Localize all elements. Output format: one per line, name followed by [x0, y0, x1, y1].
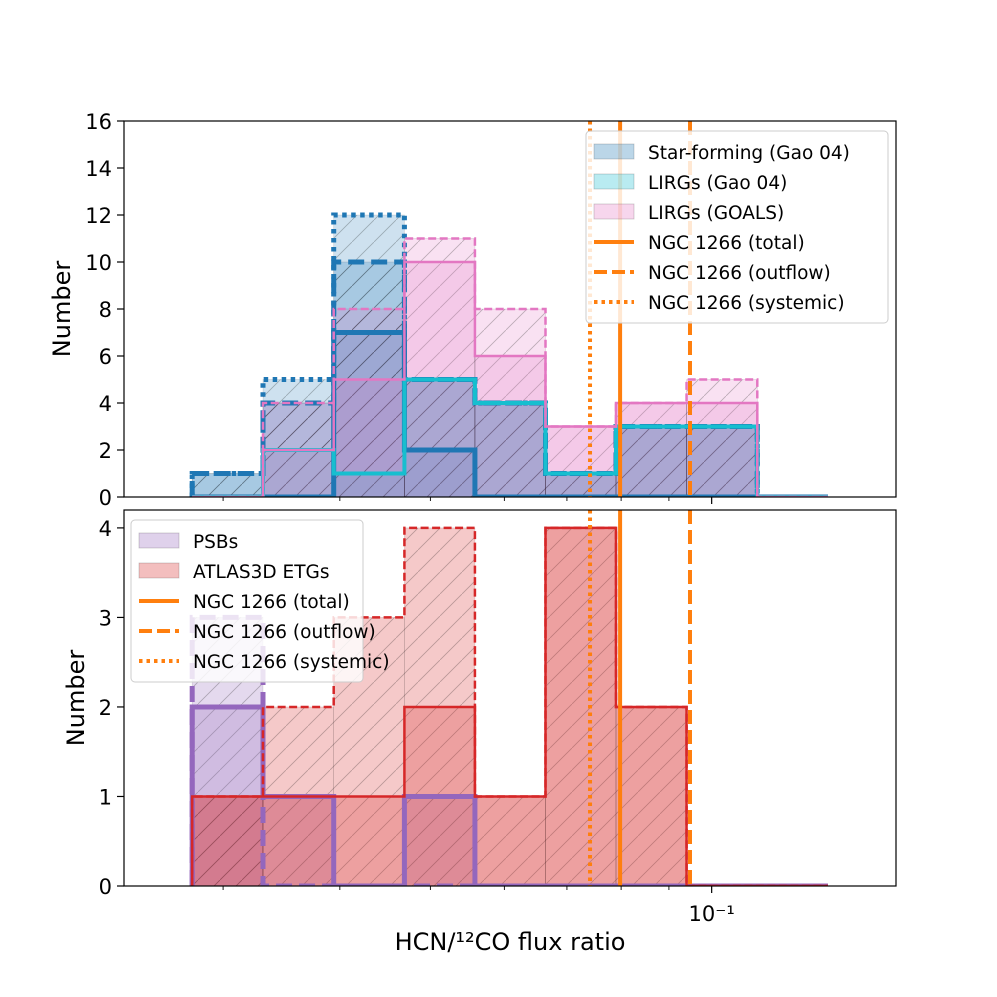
legend-entry: NGC 1266 (systemic) [594, 293, 845, 314]
hist-bar-hatch [545, 426, 617, 497]
legend-entry: NGC 1266 (outflow) [139, 622, 376, 643]
legend-entry: PSBs [138, 532, 238, 553]
bottom-legend: PSBs ATLAS3D ETGs NGC 1266 (total) NGC 1266… [130, 519, 390, 683]
top-step-outline-4 [192, 237, 828, 497]
top-step-outline-2 [192, 330, 828, 497]
y-tick-label: 14 [85, 157, 112, 181]
bottom-y-axis-label: Number [62, 650, 90, 747]
legend-swatch [593, 203, 635, 220]
bot-series-2 [191, 527, 687, 886]
y-tick-label: 0 [99, 486, 112, 510]
bottom-panel: 0 1 2 3 4 10⁻¹ Number HCN/¹²CO flux ratio PS… [62, 509, 897, 956]
hist-bar [545, 527, 617, 886]
legend-entry: NGC 1266 (outflow) [594, 263, 831, 284]
bottom-axes-frame [123, 509, 897, 887]
x-tick-label: 10⁻¹ [689, 902, 735, 926]
hist-bar-hatch [404, 238, 475, 497]
legend-swatch [593, 143, 635, 160]
top-series-5 [262, 261, 758, 497]
y-tick-label: 12 [85, 204, 112, 228]
hist-bar [615, 402, 687, 497]
y-tick-label: 2 [99, 696, 112, 720]
y-tick-label: 4 [99, 392, 112, 416]
y-tick-label: 3 [99, 606, 112, 630]
y-tick-label: 0 [99, 875, 112, 899]
hist-bar [686, 402, 758, 497]
x-axis-label: HCN/¹²CO flux ratio [395, 928, 626, 956]
legend-swatch [138, 532, 180, 549]
hist-bar [333, 796, 405, 886]
legend-entry: NGC 1266 (systemic) [139, 652, 390, 673]
y-tick-label: 10 [85, 251, 112, 275]
legend-label: PSBs [193, 532, 238, 553]
legend-swatch [138, 562, 180, 579]
legend-label: NGC 1266 (outflow) [648, 263, 831, 284]
legend-label: LIRGs (GOALS) [648, 203, 784, 224]
hist-bar-hatch [333, 309, 405, 497]
hist-bar [333, 379, 405, 497]
legend-label: NGC 1266 (total) [648, 233, 805, 254]
legend-entry: NGC 1266 (total) [594, 233, 805, 254]
y-tick-label: 16 [85, 110, 112, 134]
legend-label: LIRGs (Gao 04) [648, 173, 787, 194]
legend-label: Star-forming (Gao 04) [648, 143, 850, 164]
legend-label: NGC 1266 (systemic) [648, 293, 845, 314]
legend-box [585, 130, 889, 324]
bot-step-outline-2 [190, 526, 828, 886]
top-y-axis-label: Number [48, 261, 76, 358]
legend-label: ATLAS3D ETGs [193, 562, 330, 583]
y-tick-label: 2 [99, 439, 112, 463]
hist-bar [262, 449, 335, 497]
legend-label: NGC 1266 (total) [193, 592, 350, 613]
hist-bar [262, 796, 335, 886]
hist-bar [474, 355, 546, 497]
legend-swatch [593, 173, 635, 190]
legend-entry: LIRGs (Gao 04) [593, 173, 787, 194]
legend-label: NGC 1266 (outflow) [193, 622, 376, 643]
hist-bar-hatch [686, 379, 758, 497]
top-legend: Star-forming (Gao 04) LIRGs (Gao 04) LIRGs… [585, 130, 889, 324]
hist-bar [545, 426, 617, 497]
bot-step-outline-3 [190, 526, 828, 886]
y-tick-label: 6 [99, 345, 112, 369]
hist-bar [191, 796, 264, 886]
hist-bar-hatch [616, 403, 687, 497]
y-tick-label: 8 [99, 298, 112, 322]
y-tick-label: 1 [99, 785, 112, 809]
legend-entry: Star-forming (Gao 04) [593, 143, 850, 164]
hist-bar-hatch [474, 796, 546, 886]
hist-bar [474, 796, 546, 886]
top-step-outline-5 [192, 260, 828, 497]
hist-bar-hatch [192, 796, 263, 886]
legend-label: NGC 1266 (systemic) [193, 652, 390, 673]
y-tick-label: 4 [99, 517, 112, 541]
legend-entry: ATLAS3D ETGs [138, 562, 330, 583]
top-panel: 0 2 4 6 8 10 12 14 16 Number Star-forming (Gao 0… [48, 110, 897, 510]
hist-bar-hatch [616, 706, 687, 886]
legend-box [130, 519, 364, 683]
hist-bar-hatch [545, 527, 617, 886]
legend-entry: LIRGs (GOALS) [593, 203, 784, 224]
legend-entry: NGC 1266 (total) [139, 592, 350, 613]
hist-bar-hatch [192, 473, 263, 497]
hist-bar [615, 706, 687, 886]
